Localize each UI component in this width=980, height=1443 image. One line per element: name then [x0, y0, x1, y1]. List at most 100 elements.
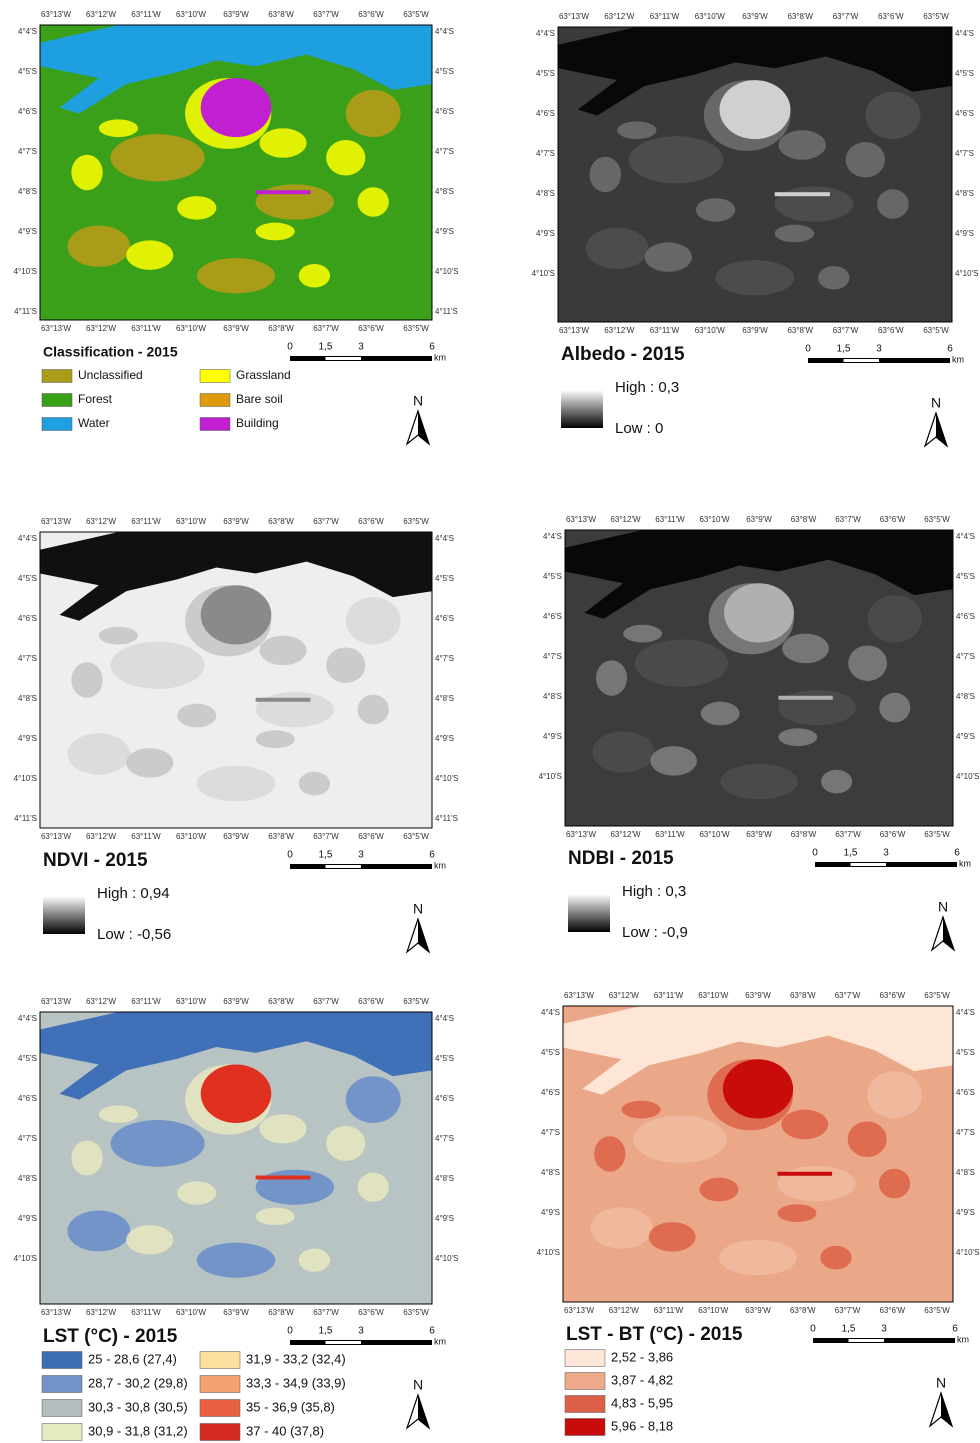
x-tick-label: 63°7'W	[313, 997, 339, 1006]
x-tick-label: 63°10'W	[695, 12, 726, 21]
map-patch	[645, 242, 692, 272]
legend-label: Building	[236, 416, 279, 430]
scale-label: 3	[358, 342, 364, 353]
x-tick-label: 63°8'W	[787, 326, 813, 335]
y-tick-label: 4°6'S	[956, 1088, 975, 1097]
map-patch	[781, 1110, 828, 1140]
x-tick-label: 63°11'W	[131, 997, 161, 1006]
x-tick-label: 63°5'W	[924, 515, 950, 524]
map-panel: 63°13'W63°13'W63°12'W63°12'W63°11'W63°11…	[14, 10, 459, 444]
map-patch	[177, 196, 216, 220]
map-patch	[299, 1249, 330, 1272]
map-patch	[778, 728, 817, 746]
x-tick-label: 63°10'W	[699, 515, 730, 524]
map-area	[197, 1243, 275, 1278]
legend-swatch	[200, 1424, 240, 1441]
map-patch	[99, 119, 138, 137]
x-tick-label: 63°5'W	[923, 12, 949, 21]
y-tick-label: 4°8'S	[435, 1174, 454, 1183]
map-patch	[71, 1140, 102, 1175]
x-tick-label: 63°10'W	[698, 991, 729, 1000]
x-tick-label: 63°5'W	[403, 324, 429, 333]
legend-high: High : 0,3	[615, 379, 679, 396]
legend-swatch	[42, 394, 72, 407]
x-tick-label: 63°9'W	[223, 1308, 249, 1317]
map-area	[256, 184, 334, 219]
scale-unit: km	[434, 352, 446, 362]
x-tick-label: 63°11'W	[655, 830, 685, 839]
x-tick-label: 63°13'W	[41, 997, 72, 1006]
scale-bar	[844, 359, 880, 362]
x-tick-label: 63°13'W	[559, 12, 590, 21]
x-tick-label: 63°9'W	[223, 10, 249, 19]
map-patch	[260, 1114, 307, 1143]
airstrip	[256, 1176, 311, 1180]
x-tick-label: 63°11'W	[131, 324, 161, 333]
x-tick-label: 63°8'W	[791, 515, 817, 524]
urban-area	[723, 1059, 793, 1118]
x-tick-label: 63°6'W	[358, 997, 384, 1006]
x-tick-label: 63°8'W	[268, 517, 294, 526]
y-tick-label: 4°5'S	[18, 1054, 37, 1063]
legend-swatch	[200, 1352, 240, 1369]
map-area	[716, 260, 795, 295]
legend-swatch	[200, 418, 230, 431]
north-label: N	[938, 899, 948, 915]
x-tick-label: 63°13'W	[564, 1306, 595, 1315]
map-area	[111, 134, 205, 181]
y-tick-label: 4°10'S	[14, 774, 37, 783]
y-tick-label: 4°11'S	[435, 814, 458, 823]
x-tick-label: 63°12'W	[604, 12, 635, 21]
x-tick-label: 63°9'W	[745, 1306, 771, 1315]
map-patch	[177, 704, 216, 728]
scale-label: 6	[429, 850, 435, 861]
x-tick-label: 63°12'W	[610, 830, 641, 839]
map-patch	[848, 645, 887, 681]
y-tick-label: 4°4'S	[956, 1008, 975, 1017]
map-title: LST - BT (°C) - 2015	[566, 1324, 743, 1345]
map-area	[868, 595, 922, 642]
map-panel: 63°13'W63°13'W63°12'W63°12'W63°11'W63°11…	[532, 12, 979, 446]
scale-label: 3	[881, 1324, 887, 1335]
map-area	[719, 1240, 797, 1276]
y-tick-label: 4°5'S	[435, 1054, 454, 1063]
x-tick-label: 63°8'W	[790, 991, 816, 1000]
airstrip	[256, 190, 311, 194]
x-tick-label: 63°5'W	[403, 10, 429, 19]
x-tick-label: 63°7'W	[833, 326, 859, 335]
x-tick-label: 63°12'W	[86, 832, 117, 841]
legend-label: 3,87 - 4,82	[611, 1372, 673, 1387]
x-tick-label: 63°8'W	[268, 324, 294, 333]
legend-low: Low : 0	[615, 420, 663, 437]
y-tick-label: 4°4'S	[18, 27, 37, 36]
x-tick-label: 63°8'W	[268, 832, 294, 841]
map-area	[592, 731, 654, 772]
x-tick-label: 63°8'W	[790, 1306, 816, 1315]
y-tick-label: 4°4'S	[541, 1008, 560, 1017]
map-area	[346, 1076, 401, 1123]
x-tick-label: 63°6'W	[880, 830, 906, 839]
legend-label: Water	[78, 416, 110, 430]
legend-swatch	[565, 1373, 605, 1390]
y-tick-label: 4°9'S	[435, 734, 454, 743]
y-tick-label: 4°10'S	[955, 269, 978, 278]
legend-swatch	[200, 1376, 240, 1393]
y-tick-label: 4°8'S	[18, 694, 37, 703]
scale-label: 3	[358, 1326, 364, 1337]
map-patch	[596, 660, 627, 696]
map-area	[867, 1071, 922, 1118]
legend-label: 2,52 - 3,86	[611, 1349, 673, 1364]
y-tick-label: 4°10'S	[532, 269, 555, 278]
map-patch	[701, 702, 740, 726]
y-tick-label: 4°8'S	[536, 189, 555, 198]
x-tick-label: 63°11'W	[131, 1308, 161, 1317]
y-tick-label: 4°6'S	[536, 109, 555, 118]
x-tick-label: 63°8'W	[787, 12, 813, 21]
map-patch	[126, 1225, 173, 1254]
north-label: N	[936, 1375, 946, 1391]
y-tick-label: 4°10'S	[14, 1254, 37, 1263]
y-tick-label: 4°9'S	[536, 229, 555, 238]
x-tick-label: 63°12'W	[86, 324, 117, 333]
x-tick-label: 63°10'W	[176, 832, 207, 841]
y-tick-label: 4°9'S	[435, 1214, 454, 1223]
